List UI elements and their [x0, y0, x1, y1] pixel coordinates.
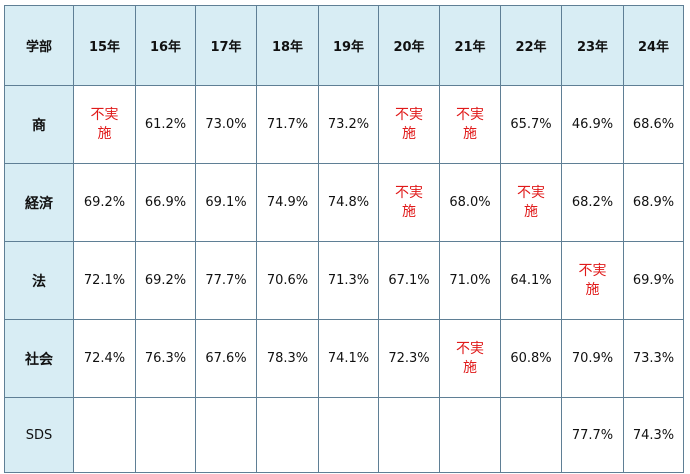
- not-implemented-line-2: 施: [463, 359, 477, 376]
- cell-value: 71.0%: [439, 241, 501, 320]
- not-implemented-line-2: 施: [463, 125, 477, 142]
- row-header: 経済: [4, 163, 74, 242]
- not-implemented-line-1: 不実: [456, 340, 484, 357]
- column-header: 19年: [318, 5, 379, 86]
- table-row: SDS 77.7% 74.3%: [4, 397, 684, 473]
- cell-empty: [318, 397, 379, 473]
- cell-value: 72.1%: [73, 241, 136, 320]
- cell-empty: [73, 397, 136, 473]
- cell-value: 71.7%: [256, 85, 319, 164]
- column-header: 18年: [256, 5, 319, 86]
- cell-value: 73.3%: [623, 319, 684, 398]
- cell-value: 74.3%: [623, 397, 684, 473]
- cell-value: 69.1%: [195, 163, 257, 242]
- cell-not-implemented: 不実施: [439, 319, 501, 398]
- column-header: 23年: [561, 5, 624, 86]
- table-body: 商不実施 61.2% 73.0% 71.7% 73.2% 不実施不実施 65.7% 46.9%…: [4, 85, 684, 473]
- cell-value: 68.0%: [439, 163, 501, 242]
- results-table: 学部 15年 16年 17年 18年 19年 20年 21年 22年 23年 2…: [4, 5, 684, 473]
- not-implemented-line-2: 施: [402, 125, 416, 142]
- cell-value: 68.6%: [623, 85, 684, 164]
- cell-empty: [256, 397, 319, 473]
- not-implemented-line-1: 不実: [578, 262, 607, 279]
- header-row: 学部 15年 16年 17年 18年 19年 20年 21年 22年 23年 2…: [4, 5, 684, 86]
- cell-value: 70.6%: [256, 241, 319, 320]
- cell-value: 72.4%: [73, 319, 136, 398]
- table-row: 社会 72.4% 76.3% 67.6% 78.3% 74.1% 72.3% 不実施 60.8%…: [4, 319, 684, 398]
- not-implemented-line-1: 不実: [90, 106, 119, 123]
- cell-value: 78.3%: [256, 319, 319, 398]
- cell-value: 72.3%: [378, 319, 440, 398]
- cell-value: 67.1%: [378, 241, 440, 320]
- table-row: 法 72.1% 69.2% 77.7% 70.6% 71.3% 67.1% 71.0% 64.1…: [4, 241, 684, 320]
- cell-value: 76.3%: [135, 319, 196, 398]
- cell-empty: [500, 397, 562, 473]
- row-header: 商: [4, 85, 74, 164]
- not-implemented-line-2: 施: [585, 281, 600, 298]
- cell-value: 64.1%: [500, 241, 562, 320]
- cell-value: 46.9%: [561, 85, 624, 164]
- cell-value: 70.9%: [561, 319, 624, 398]
- cell-value: 67.6%: [195, 319, 257, 398]
- column-header: 20年: [378, 5, 440, 86]
- cell-value: 77.7%: [195, 241, 257, 320]
- cell-value: 68.9%: [623, 163, 684, 242]
- not-implemented-line-1: 不実: [395, 184, 423, 201]
- column-header: 17年: [195, 5, 257, 86]
- cell-value: 69.2%: [135, 241, 196, 320]
- cell-empty: [195, 397, 257, 473]
- cell-value: 69.2%: [73, 163, 136, 242]
- cell-empty: [135, 397, 196, 473]
- cell-value: 68.2%: [561, 163, 624, 242]
- cell-value: 77.7%: [561, 397, 624, 473]
- cell-not-implemented: 不実施: [561, 241, 624, 320]
- cell-value: 71.3%: [318, 241, 379, 320]
- cell-value: 73.0%: [195, 85, 257, 164]
- row-header: 社会: [4, 319, 74, 398]
- not-implemented-line-2: 施: [402, 203, 416, 220]
- table-row: 経済 69.2% 66.9% 69.1% 74.9% 74.8% 不実施 68.0% 不実施 68…: [4, 163, 684, 242]
- cell-value: 74.8%: [318, 163, 379, 242]
- cell-value: 69.9%: [623, 241, 684, 320]
- cell-value: 61.2%: [135, 85, 196, 164]
- column-header: 16年: [135, 5, 196, 86]
- column-header: 21年: [439, 5, 501, 86]
- row-header: SDS: [4, 397, 74, 473]
- table-row: 商不実施 61.2% 73.0% 71.7% 73.2% 不実施不実施 65.7% 46.9%…: [4, 85, 684, 164]
- cell-not-implemented: 不実施: [378, 163, 440, 242]
- row-header: 法: [4, 241, 74, 320]
- cell-value: 74.1%: [318, 319, 379, 398]
- cell-not-implemented: 不実施: [500, 163, 562, 242]
- cell-empty: [378, 397, 440, 473]
- not-implemented-line-2: 施: [524, 203, 538, 220]
- results-table-container: 学部 15年 16年 17年 18年 19年 20年 21年 22年 23年 2…: [4, 5, 684, 473]
- cell-value: 73.2%: [318, 85, 379, 164]
- cell-not-implemented: 不実施: [73, 85, 136, 164]
- not-implemented-line-1: 不実: [456, 106, 484, 123]
- cell-empty: [439, 397, 501, 473]
- cell-not-implemented: 不実施: [439, 85, 501, 164]
- cell-not-implemented: 不実施: [378, 85, 440, 164]
- cell-value: 66.9%: [135, 163, 196, 242]
- not-implemented-line-1: 不実: [517, 184, 545, 201]
- cell-value: 60.8%: [500, 319, 562, 398]
- corner-header-faculty: 学部: [4, 5, 74, 86]
- column-header: 22年: [500, 5, 562, 86]
- cell-value: 65.7%: [500, 85, 562, 164]
- not-implemented-line-1: 不実: [395, 106, 423, 123]
- column-header: 24年: [623, 5, 684, 86]
- not-implemented-line-2: 施: [97, 125, 112, 142]
- cell-value: 74.9%: [256, 163, 319, 242]
- column-header: 15年: [73, 5, 136, 86]
